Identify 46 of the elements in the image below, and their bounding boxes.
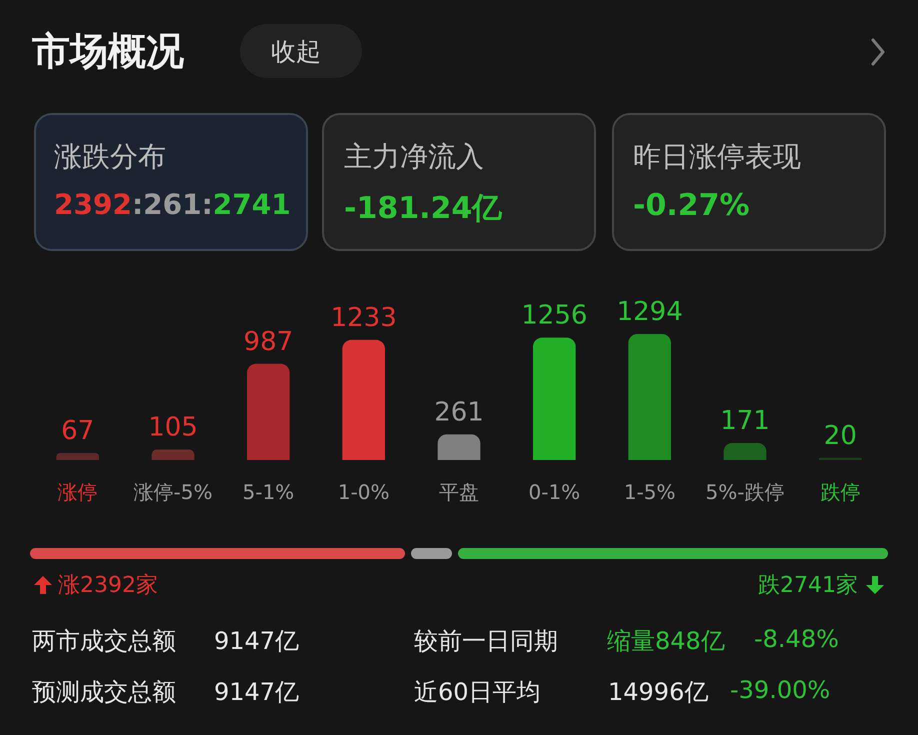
text: -181.24亿: [344, 190, 502, 228]
x-tick-label: 5%-跌停: [706, 480, 784, 504]
data-label: 1256: [521, 300, 588, 331]
data-label: 261: [434, 397, 484, 428]
bar: [56, 453, 99, 460]
data-label: 105: [148, 412, 198, 443]
text: 缩量848亿: [607, 626, 725, 657]
x-tick-label: 1-0%: [338, 480, 390, 504]
text: 涨跌分布: [54, 139, 166, 175]
bar: [247, 364, 290, 460]
bar: [724, 443, 766, 460]
text: 主力净流入: [344, 139, 484, 175]
data-label: 1233: [330, 302, 397, 333]
bar: [438, 434, 480, 460]
bar: [628, 334, 671, 460]
text: 2392:261:2741: [54, 188, 291, 221]
x-tick-label: 平盘: [439, 480, 479, 504]
data-label: 20: [824, 420, 857, 451]
data-label: 1294: [616, 297, 683, 328]
x-tick-label: 0-1%: [528, 480, 580, 504]
x-tick-label: 涨停: [58, 480, 98, 504]
text: -39.00%: [730, 676, 830, 704]
text: 9147亿: [214, 677, 300, 708]
bar: [342, 340, 385, 460]
text: 收起: [271, 36, 321, 68]
text: 两市成交总额: [32, 626, 176, 657]
text: 近60日平均: [414, 677, 541, 708]
text: 昨日涨停表现: [633, 139, 801, 175]
x-tick-label: 1-5%: [624, 480, 676, 504]
text: -0.27%: [633, 188, 750, 223]
chart-title: 市场概况: [32, 28, 184, 75]
bar: [533, 338, 576, 460]
text: 预测成交总额: [32, 677, 176, 708]
x-tick-label: 5-1%: [242, 480, 294, 504]
bar: [152, 449, 194, 460]
text: 跌2741家: [758, 572, 858, 600]
text: 涨2392家: [58, 572, 158, 600]
text: 14996亿: [608, 677, 708, 708]
data-label: 171: [720, 406, 770, 436]
data-label: 67: [61, 416, 94, 446]
text: -8.48%: [754, 625, 839, 653]
x-tick-label: 跌停: [820, 480, 860, 504]
text: 9147亿: [214, 626, 300, 657]
x-tick-label: 涨停-5%: [134, 480, 212, 504]
data-label: 987: [244, 326, 294, 357]
text: 较前一日同期: [414, 626, 558, 657]
